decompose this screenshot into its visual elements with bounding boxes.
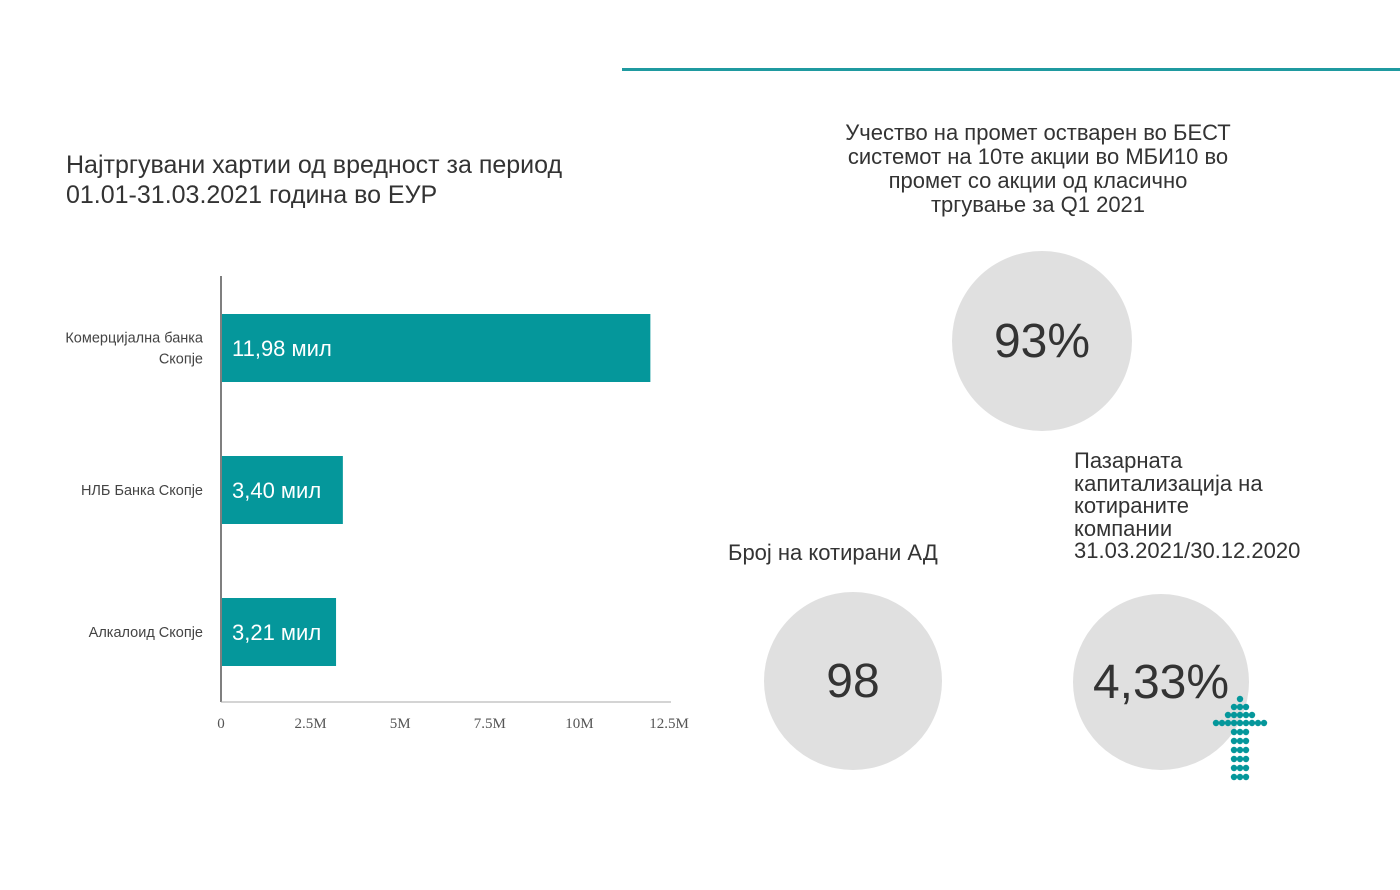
category-label-1: Скопје xyxy=(159,352,203,368)
up-arrow-icon xyxy=(1212,695,1268,781)
listed-count-title: Број на котирани АД xyxy=(728,540,938,565)
x-tick-label: 2.5M xyxy=(295,716,327,732)
bar-chart: 11,98 мил Комерцијална банка Скопје 3,40 ми… xyxy=(65,276,689,732)
listed-count-value: 98 xyxy=(826,654,880,708)
market-cap-title: Пазарната капитализација на котираните к… xyxy=(1074,448,1301,563)
bar-value-label-1: 11,98 мил xyxy=(232,336,332,361)
top-divider-line xyxy=(622,68,1400,71)
x-tick-label: 0 xyxy=(217,716,225,732)
x-tick-label: 10M xyxy=(565,716,593,732)
bar-value-label-2: 3,40 мил xyxy=(232,478,321,503)
market-cap-value: 4,33% xyxy=(1092,655,1230,709)
category-label-2: НЛБ Банка Скопје xyxy=(81,483,203,499)
category-label-1: Комерцијална банка xyxy=(65,331,204,347)
x-tick-label: 12.5M xyxy=(649,716,689,732)
best-share-value: 93% xyxy=(993,314,1091,368)
category-label-3: Алкалоид Скопје xyxy=(89,625,203,641)
bar-2 xyxy=(222,456,343,524)
best-share-title: Учество на промет остварен во БЕСТ систе… xyxy=(845,120,1231,217)
listed-count-circle: 98 xyxy=(764,592,942,770)
chart-title: Најтргувани хартии од вредност за период… xyxy=(66,151,563,209)
bar-value-label-3: 3,21 мил xyxy=(232,620,321,645)
bar-3 xyxy=(222,598,337,666)
bar-1 xyxy=(222,314,651,382)
x-tick-label: 7.5M xyxy=(474,716,506,732)
market-cap-circle: 4,33% xyxy=(1073,594,1249,770)
best-share-circle: 93% xyxy=(952,251,1132,431)
x-tick-label: 5M xyxy=(390,716,411,732)
